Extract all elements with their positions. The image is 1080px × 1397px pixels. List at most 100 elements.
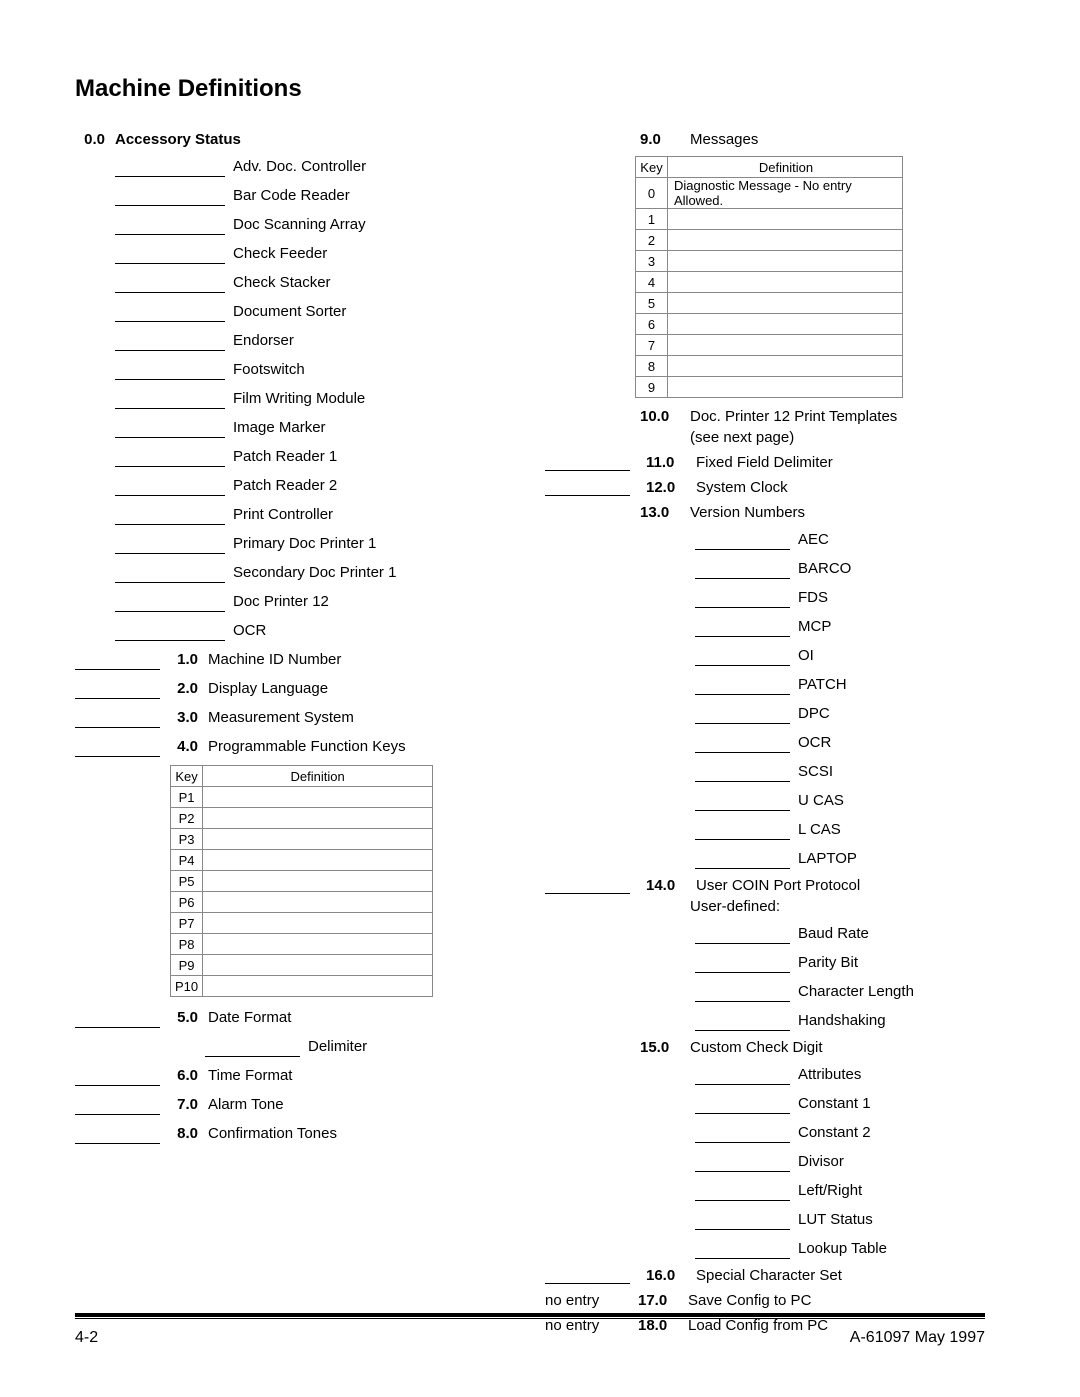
pf-key-cell: P10 <box>171 976 203 997</box>
msg-def-cell <box>668 230 903 251</box>
pf-key-cell: P2 <box>171 808 203 829</box>
numbered-row: 4.0Programmable Function Keys <box>75 736 515 757</box>
version-label: U CAS <box>798 790 844 811</box>
pf-key-cell: P1 <box>171 787 203 808</box>
section-10-note: (see next page) <box>545 429 985 446</box>
accessory-row: Bar Code Reader <box>75 185 515 206</box>
table-row: P4 <box>171 850 433 871</box>
accessory-label: Secondary Doc Printer 1 <box>233 562 396 583</box>
section-0-title: Accessory Status <box>115 131 241 148</box>
section-11-row: 11.0 Fixed Field Delimiter <box>545 454 985 471</box>
blank-line <box>695 810 790 811</box>
accessory-label: Doc Printer 12 <box>233 591 329 612</box>
accessory-row: Doc Scanning Array <box>75 214 515 235</box>
pf-def-cell <box>203 892 433 913</box>
blank-line <box>115 205 225 206</box>
blank-line <box>115 524 225 525</box>
accessory-row: Check Feeder <box>75 243 515 264</box>
section-16-row: 16.0 Special Character Set <box>545 1267 985 1284</box>
no-entry-17: no entry <box>545 1292 630 1309</box>
version-label: DPC <box>798 703 830 724</box>
accessory-label: Adv. Doc. Controller <box>233 156 366 177</box>
version-label: L CAS <box>798 819 841 840</box>
numbered-row: 3.0Measurement System <box>75 707 515 728</box>
item-label: Date Format <box>208 1007 291 1028</box>
section-13-row: 13.0 Version Numbers <box>545 504 985 521</box>
table-row: P9 <box>171 955 433 976</box>
version-row: MCP <box>545 616 985 637</box>
blank-line <box>115 553 225 554</box>
msg-key-cell: 0 <box>636 178 668 209</box>
item-num: 2.0 <box>168 678 208 699</box>
page-title: Machine Definitions <box>75 75 985 103</box>
table-row: 5 <box>636 293 903 314</box>
blank-line <box>115 263 225 264</box>
accessory-row: Adv. Doc. Controller <box>75 156 515 177</box>
accessory-label: Print Controller <box>233 504 333 525</box>
left-column: 0.0 Accessory Status Adv. Doc. Controlle… <box>75 131 515 1342</box>
check-label: Lookup Table <box>798 1238 887 1259</box>
blank-line <box>75 698 160 699</box>
pf-def-cell <box>203 976 433 997</box>
blank-line <box>75 756 160 757</box>
item-num: 3.0 <box>168 707 208 728</box>
version-label: BARCO <box>798 558 851 579</box>
blank-line <box>695 665 790 666</box>
item-num: 5.0 <box>168 1007 208 1028</box>
pf-key-cell: P5 <box>171 871 203 892</box>
numbered-row: 6.0Time Format <box>75 1065 515 1086</box>
blank-line <box>695 1030 790 1031</box>
version-label: MCP <box>798 616 831 637</box>
blank-line <box>115 350 225 351</box>
version-label: FDS <box>798 587 828 608</box>
blank-line <box>695 1200 790 1201</box>
numbered-row: 8.0Confirmation Tones <box>75 1123 515 1144</box>
pf-def-cell <box>203 934 433 955</box>
version-row: AEC <box>545 529 985 550</box>
blank-line <box>115 495 225 496</box>
section-0-head: 0.0 Accessory Status <box>75 131 515 148</box>
section-15-row: 15.0 Custom Check Digit <box>545 1039 985 1056</box>
versions-list: AECBARCOFDSMCPOIPATCHDPCOCRSCSIU CASL CA… <box>545 529 985 869</box>
table-row: 1 <box>636 209 903 230</box>
blank-line <box>695 694 790 695</box>
msg-key-cell: 1 <box>636 209 668 230</box>
pf-def-cell <box>203 913 433 934</box>
msg-key-cell: 9 <box>636 377 668 398</box>
check-row: Divisor <box>545 1151 985 1172</box>
blank-line <box>695 1084 790 1085</box>
blank-line <box>115 176 225 177</box>
accessory-row: Film Writing Module <box>75 388 515 409</box>
pf-keys-table: Key Definition P1P2P3P4P5P6P7P8P9P10 <box>170 765 433 997</box>
blank-line <box>115 582 225 583</box>
table-row: 9 <box>636 377 903 398</box>
accessory-row: Document Sorter <box>75 301 515 322</box>
msg-key-cell: 7 <box>636 335 668 356</box>
pf-def-cell <box>203 871 433 892</box>
coin-row: Handshaking <box>545 1010 985 1031</box>
msg-def-header: Definition <box>668 157 903 178</box>
accessory-label: Footswitch <box>233 359 305 380</box>
msg-key-cell: 8 <box>636 356 668 377</box>
section-14-sub: User-defined: <box>545 898 985 915</box>
section-13-num: 13.0 <box>640 504 690 521</box>
version-row: PATCH <box>545 674 985 695</box>
accessory-row: Secondary Doc Printer 1 <box>75 562 515 583</box>
pf-key-cell: P6 <box>171 892 203 913</box>
section-9-head: 9.0 Messages <box>545 131 985 148</box>
version-row: BARCO <box>545 558 985 579</box>
blank-line <box>115 611 225 612</box>
section-14-row: 14.0 User COIN Port Protocol <box>545 877 985 894</box>
accessory-label: OCR <box>233 620 266 641</box>
accessory-row: Check Stacker <box>75 272 515 293</box>
blank-line <box>115 437 225 438</box>
msg-def-cell: Diagnostic Message - No entry Allowed. <box>668 178 903 209</box>
check-row: Constant 2 <box>545 1122 985 1143</box>
version-row: FDS <box>545 587 985 608</box>
section-17-num: 17.0 <box>638 1292 688 1309</box>
msg-def-cell <box>668 335 903 356</box>
item-num: 8.0 <box>168 1123 208 1144</box>
msg-def-cell <box>668 272 903 293</box>
table-row: P7 <box>171 913 433 934</box>
blank-line <box>695 723 790 724</box>
